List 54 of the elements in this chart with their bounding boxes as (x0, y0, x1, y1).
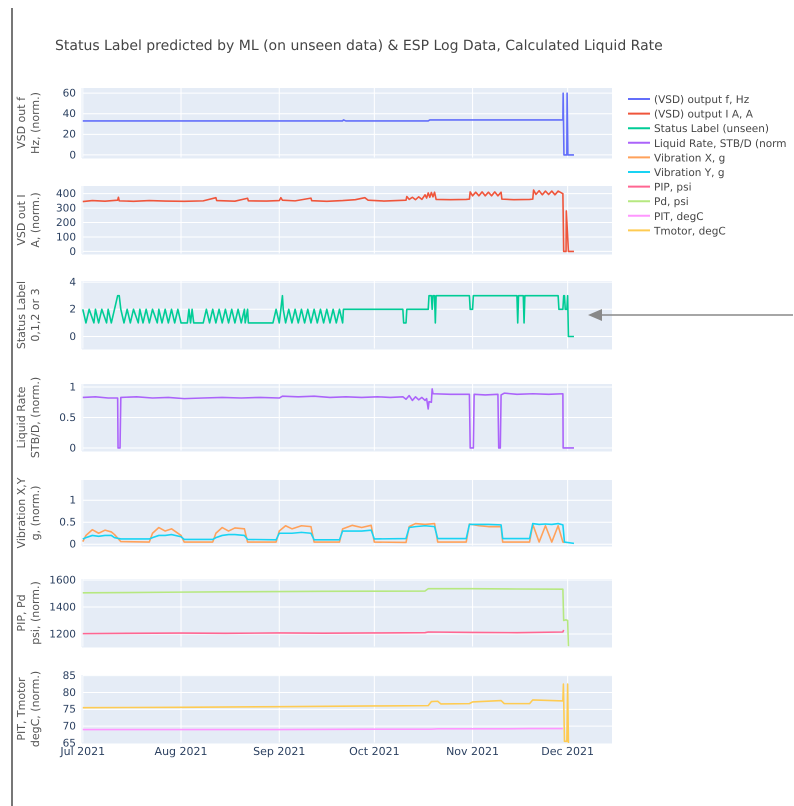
line-series (82, 588, 570, 647)
x-tick-label: Dec 2021 (541, 744, 594, 758)
legend-label: (VSD) output I A, A (654, 108, 754, 121)
x-tick-label: Sep 2021 (253, 744, 306, 758)
chart-title: Status Label predicted by ML (on unseen data) & ESP Log Data, Calculated Liquid Rate (55, 38, 663, 54)
y-tick-label: 1400 (49, 601, 76, 614)
line-series (82, 92, 575, 156)
y-axis-title: Liquid Rate STB/D, (norm.) (15, 376, 42, 458)
legend-label: Status Label (unseen) (654, 123, 770, 136)
y-axis-title: VSD out I A, (norm.) (15, 192, 42, 248)
line-series (82, 189, 575, 252)
y-axis-title: PIP, Pd psi, (norm.) (15, 581, 42, 645)
y-tick-label: 70 (62, 720, 76, 733)
y-tick-label: 100 (56, 231, 76, 244)
legend-label: Vibration X, g (654, 152, 726, 164)
y-tick-label: 40 (62, 108, 76, 120)
legend-label: Pd, psi (654, 196, 689, 208)
legend-label: Vibration Y, g (654, 167, 724, 179)
y-tick-label: 0 (69, 442, 76, 454)
y-tick-label: 75 (62, 704, 76, 716)
legend-label: (VSD) output f, Hz (654, 94, 750, 106)
y-tick-label: 0 (69, 149, 76, 162)
y-tick-label: 4 (69, 276, 76, 288)
y-tick-label: 400 (56, 188, 76, 200)
y-tick-label: 60 (62, 88, 76, 100)
y-tick-label: 80 (62, 686, 76, 699)
y-tick-label: 1600 (49, 574, 76, 586)
line-series (82, 388, 575, 449)
x-tick-label: Aug 2021 (154, 744, 208, 758)
y-tick-label: 0.5 (59, 516, 76, 529)
y-tick-label: 200 (56, 216, 76, 229)
line-series (82, 294, 575, 338)
y-tick-label: 2 (69, 304, 76, 316)
y-tick-label: 0 (69, 538, 76, 551)
y-tick-label: 0 (69, 246, 76, 258)
y-tick-label: 0 (69, 330, 76, 343)
y-tick-label: 0.5 (59, 412, 76, 424)
x-tick-label: Oct 2021 (349, 744, 400, 758)
y-tick-label: 300 (56, 202, 76, 214)
legend-label: Tmotor, degC (653, 225, 726, 238)
y-tick-label: 1200 (49, 628, 76, 640)
y-axis-title: Status Label 0,1,2 or 3 (15, 280, 42, 350)
y-tick-label: 1 (69, 494, 76, 507)
legend-label: PIT, degC (654, 210, 704, 223)
y-tick-label: 1 (69, 381, 76, 394)
x-tick-label: Nov 2021 (446, 744, 500, 758)
legend-label: Liquid Rate, STB/D (norm (654, 138, 787, 150)
y-tick-label: 85 (62, 670, 76, 682)
legend-label: PIP, psi (654, 182, 692, 194)
y-axis-title: PIT, Tmotor degC, (norm.) (15, 670, 42, 748)
y-axis-title: VSD out f Hz, (norm.) (15, 92, 42, 154)
y-axis-title: Vibration X,Y g, (norm.) (15, 477, 42, 548)
y-tick-label: 20 (62, 128, 76, 141)
line-series (82, 683, 570, 743)
